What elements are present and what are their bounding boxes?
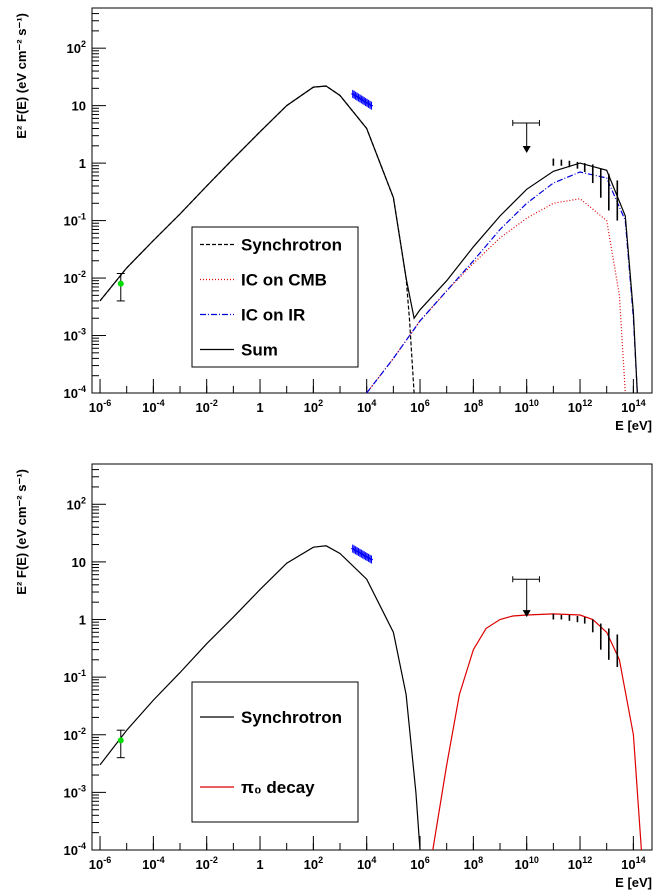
x-tick-label: 108 [464,398,483,415]
legend-label: IC on IR [241,306,305,325]
y-tick-label: 10-2 [64,726,86,743]
x-tick-label: 10-2 [195,855,217,872]
x-tick-label: 104 [357,855,376,872]
series-line [99,545,421,850]
legend-label: Synchrotron [241,708,342,727]
legend-label: IC on CMB [241,271,327,290]
y-tick-label: 10-4 [64,384,86,401]
series-line [432,613,642,850]
y-axis-label: E² F(E) (eV cm⁻² s⁻¹) [14,469,29,595]
x-tick-label: 1 [256,400,263,415]
x-tick-label: 1014 [621,855,645,872]
x-tick-label: 1 [256,857,263,872]
legend-label: π₀ decay [241,778,315,797]
y-tick-label: 10-1 [64,212,86,229]
plot-frame [91,463,653,851]
legend-label: Sum [241,341,278,360]
x-tick-label: 1012 [568,398,592,415]
x-tick-label: 102 [304,855,323,872]
x-tick-label: 1010 [514,855,538,872]
x-tick-label: 108 [464,855,483,872]
series-line [366,198,626,393]
x-tick-label: 104 [357,398,376,415]
legend: Synchrotron IC on CMB IC on IR Sum [191,226,359,368]
x-tick-label: 1014 [621,398,645,415]
x-tick-label: 106 [410,398,429,415]
legend-label: Synchrotron [241,236,342,255]
y-tick-label: 1 [79,613,86,628]
upper-limit-arrowhead [522,610,531,618]
y-tick-label: 10-1 [64,668,86,685]
y-tick-label: 10-3 [64,327,86,344]
x-tick-label: 10-6 [89,398,111,415]
y-tick-label: 10 [72,99,86,114]
series-line [99,85,638,393]
x-tick-label: 10-2 [195,398,217,415]
y-tick-label: 10 [72,555,86,570]
x-tick-label: 10-4 [142,855,164,872]
x-axis-label: E [eV] [615,418,652,433]
x-tick-label: 1010 [514,398,538,415]
legend-box [191,226,359,368]
legend: Synchrotron π₀ decay [191,681,359,823]
x-tick-label: 10-6 [89,855,111,872]
y-tick-label: 102 [67,495,86,512]
x-tick-label: 1012 [568,855,592,872]
y-axis-label: E² F(E) (eV cm⁻² s⁻¹) [14,13,29,139]
y-tick-label: 102 [67,39,86,56]
y-tick-label: 10-3 [64,783,86,800]
x-tick-label: 102 [304,398,323,415]
y-tick-label: 10-4 [64,841,86,858]
y-tick-label: 10-2 [64,269,86,286]
series-line [366,171,638,393]
x-tick-label: 106 [410,855,429,872]
y-tick-label: 1 [79,156,86,171]
legend-box [191,681,359,823]
x-tick-label: 10-4 [142,398,164,415]
upper-limit-arrowhead [522,145,531,153]
x-axis-label: E [eV] [615,875,652,890]
plot-frame [91,7,653,394]
radio-point [117,737,124,744]
radio-point [117,280,124,287]
